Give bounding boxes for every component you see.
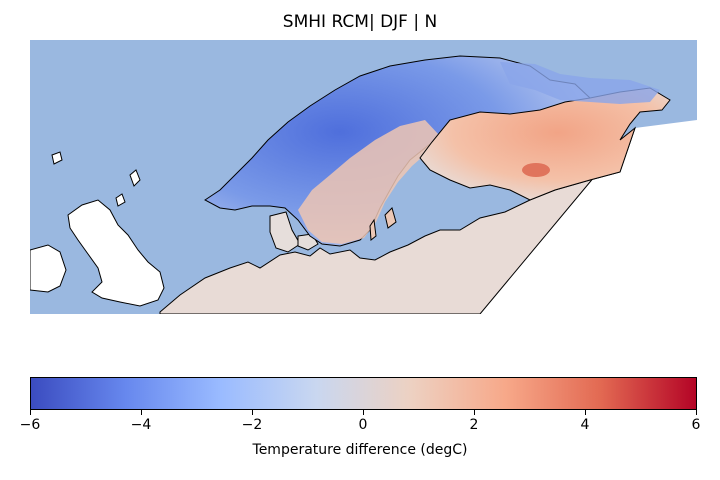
ireland-land — [30, 244, 67, 293]
colorbar-tick-label: 2 — [469, 417, 479, 433]
denmark-land — [269, 211, 301, 253]
colorbar — [30, 377, 697, 410]
colorbar-tick — [474, 410, 475, 415]
shetland-islands — [129, 169, 141, 187]
colorbar-tick-label: 0 — [358, 417, 368, 433]
colorbar-tick — [585, 410, 586, 415]
orkney-islands — [115, 193, 126, 207]
colorbar-tick — [696, 410, 697, 415]
oland-island — [369, 218, 377, 241]
colorbar-tick-label: −6 — [19, 417, 41, 433]
warm-anomaly-spot — [522, 163, 550, 177]
colorbar-tick-label: −2 — [241, 417, 263, 433]
faroe-islands — [51, 151, 63, 165]
colorbar-tick-label: 4 — [580, 417, 590, 433]
map-panel — [30, 40, 697, 314]
colorbar-tick — [363, 410, 364, 415]
colorbar-tick-label: 6 — [691, 417, 701, 433]
great-britain-land — [67, 199, 165, 307]
finland-russia-land — [419, 87, 671, 201]
colorbar-tick — [141, 410, 142, 415]
sweden-warm-zone — [298, 120, 440, 244]
gotland-island — [384, 207, 397, 229]
colorbar-gradient — [31, 378, 696, 409]
kola-cold-zone — [500, 62, 660, 104]
colorbar-tick-label: −4 — [130, 417, 152, 433]
colorbar-tick — [252, 410, 253, 415]
map-title: SMHI RCM| DJF | N — [282, 12, 438, 32]
colorbar-tick — [30, 410, 31, 415]
colorbar-label: Temperature difference (degC) — [252, 442, 468, 458]
outside-domain-area — [480, 120, 697, 314]
